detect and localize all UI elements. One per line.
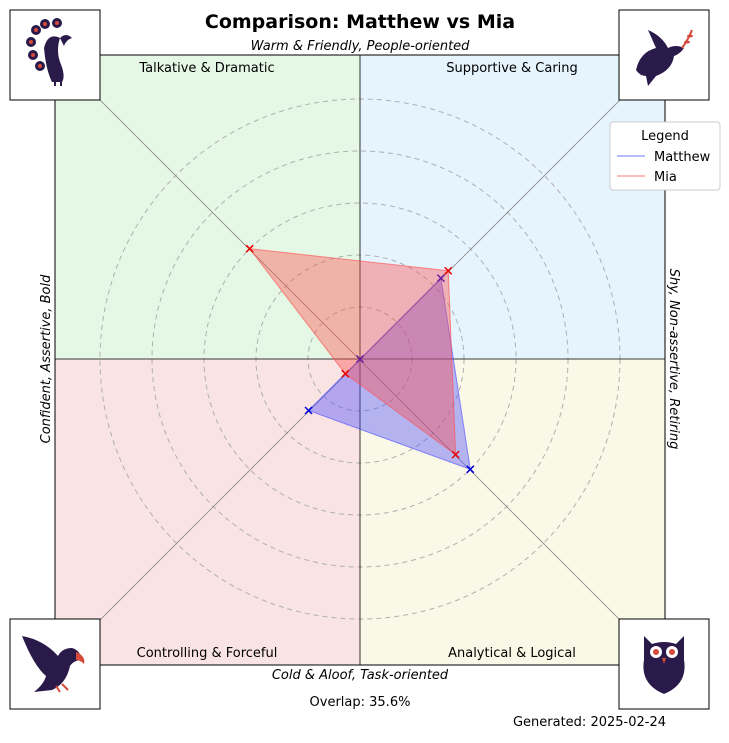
overlap-label: Overlap: 35.6% (310, 695, 411, 710)
legend-frame (609, 121, 721, 191)
point-marker-mia (245, 244, 254, 253)
axis-label-bottom: Cold & Aloof, Task-oriented (272, 668, 449, 683)
point-marker-mia (444, 266, 453, 275)
axis-label-right: Shy, Non-assertive, Retiring (666, 269, 681, 450)
point-marker-matthew (436, 274, 445, 283)
axis-label-left: Confident, Assertive, Bold (39, 274, 54, 443)
legend-label-mia: Mia (654, 170, 677, 185)
point-marker-matthew (466, 465, 475, 474)
quadrant-label-analytical: Analytical & Logical (448, 646, 576, 661)
legend-title: Legend (641, 129, 689, 144)
legend: Legend Matthew Mia (609, 121, 721, 191)
point-marker-matthew (304, 406, 313, 415)
peacock-icon (9, 9, 101, 101)
dove-icon (618, 9, 710, 101)
point-marker-mia (451, 450, 460, 459)
chart-title: Comparison: Matthew vs Mia (205, 11, 515, 33)
series-layer (245, 244, 475, 474)
point-marker-matthew (355, 354, 365, 364)
eagle-icon (9, 618, 101, 710)
quadrant-label-controlling: Controlling & Forceful (137, 646, 278, 661)
quadrant-label-talkative: Talkative & Dramatic (138, 61, 274, 76)
axis-label-top: Warm & Friendly, People-oriented (251, 39, 471, 54)
owl-icon (618, 618, 710, 710)
point-marker-mia (341, 369, 350, 378)
quadrant-label-supportive: Supportive & Caring (446, 61, 578, 76)
plot-frame (54, 54, 666, 666)
generated-label: Generated: 2025-02-24 (513, 715, 666, 730)
legend-label-matthew: Matthew (654, 150, 711, 165)
